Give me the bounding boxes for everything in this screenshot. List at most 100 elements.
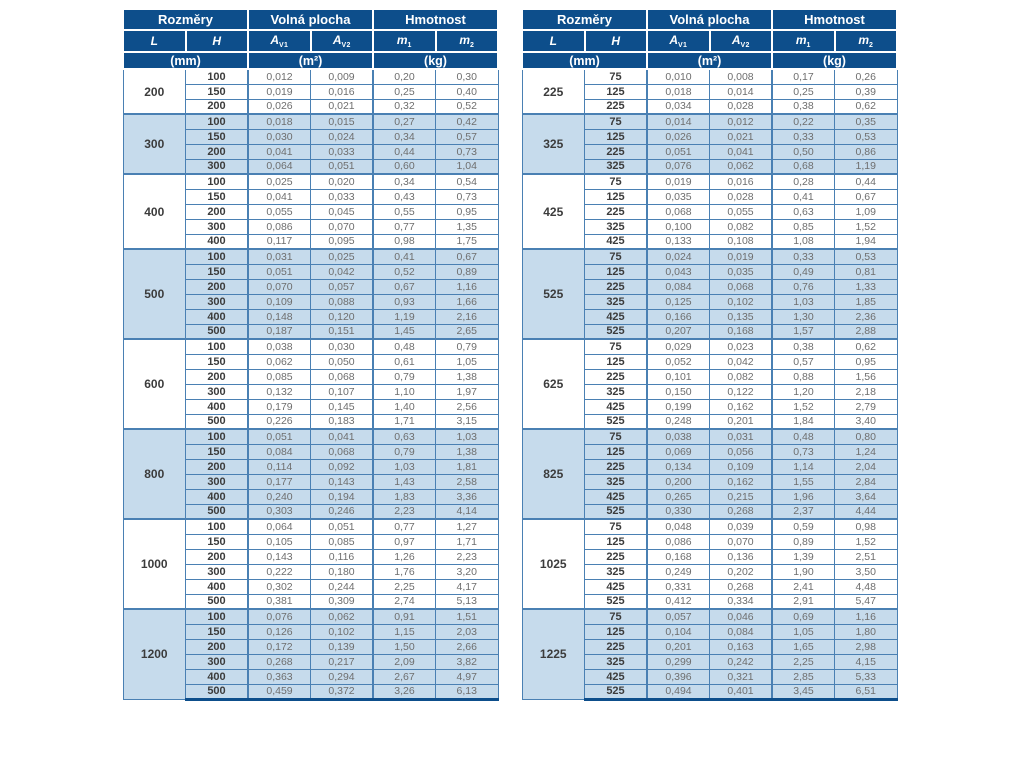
value-cell: 0,122 xyxy=(709,383,773,400)
height-cell: 75 xyxy=(584,248,648,265)
value-cell: 0,168 xyxy=(709,323,773,340)
symbol-base: A xyxy=(731,33,741,47)
height-cell: 500 xyxy=(185,323,249,340)
value-cell: 6,13 xyxy=(435,683,499,701)
value-cell: 0,52 xyxy=(435,98,499,115)
height-cell: 100 xyxy=(185,113,249,130)
value-cell: 1,50 xyxy=(372,638,436,655)
header-row-units: (mm) (m²) (kg) xyxy=(122,51,499,70)
value-cell: 0,008 xyxy=(709,68,773,85)
value-cell: 0,012 xyxy=(709,113,773,130)
value-cell: 2,74 xyxy=(372,593,436,610)
value-cell: 0,25 xyxy=(771,83,835,100)
value-cell: 0,34 xyxy=(372,128,436,145)
length-cell: 400 xyxy=(122,173,186,250)
value-cell: 0,67 xyxy=(834,188,898,205)
height-cell: 200 xyxy=(185,98,249,115)
value-cell: 0,018 xyxy=(646,83,710,100)
value-cell: 1,96 xyxy=(771,488,835,505)
value-cell: 0,33 xyxy=(771,248,835,265)
value-cell: 0,299 xyxy=(646,653,710,670)
table-row: 150 0,062 0,050 0,61 1,05 xyxy=(123,353,499,370)
height-cell: 400 xyxy=(185,488,249,505)
column-group-header: Volná plocha xyxy=(247,8,374,31)
value-cell: 0,172 xyxy=(247,638,311,655)
value-cell: 0,201 xyxy=(646,638,710,655)
unit-header: (mm) xyxy=(122,51,249,70)
height-cell: 75 xyxy=(584,338,648,355)
value-cell: 2,23 xyxy=(372,503,436,520)
height-cell: 125 xyxy=(584,83,648,100)
value-cell: 0,056 xyxy=(709,443,773,460)
value-cell: 0,80 xyxy=(834,428,898,445)
value-cell: 1,81 xyxy=(435,458,499,475)
value-cell: 2,25 xyxy=(771,653,835,670)
height-cell: 300 xyxy=(185,563,249,580)
value-cell: 0,179 xyxy=(247,398,311,415)
table-row: 400 0,363 0,294 2,67 4,97 xyxy=(123,668,499,685)
value-cell: 0,294 xyxy=(310,668,374,685)
value-cell: 0,132 xyxy=(247,383,311,400)
value-cell: 0,242 xyxy=(709,653,773,670)
column-group-header: Hmotnost xyxy=(372,8,499,31)
value-cell: 0,79 xyxy=(435,338,499,355)
value-cell: 0,126 xyxy=(247,623,311,640)
height-cell: 300 xyxy=(185,383,249,400)
table-row: 125 0,052 0,042 0,57 0,95 xyxy=(522,353,898,370)
table-row: 325 0,200 0,162 1,55 2,84 xyxy=(522,473,898,490)
column-group-header: Volná plocha xyxy=(646,8,773,31)
value-cell: 0,98 xyxy=(834,518,898,535)
value-cell: 0,108 xyxy=(709,233,773,250)
symbol-base: L xyxy=(549,34,557,48)
height-cell: 200 xyxy=(185,458,249,475)
value-cell: 0,010 xyxy=(646,68,710,85)
table-row: 225 0,101 0,082 0,88 1,56 xyxy=(522,368,898,385)
value-cell: 0,363 xyxy=(247,668,311,685)
height-cell: 525 xyxy=(584,593,648,610)
value-cell: 0,168 xyxy=(646,548,710,565)
header-row-groups: Rozměry Volná plocha Hmotnost xyxy=(122,8,499,31)
table-row: 225 75 0,010 0,008 0,17 0,26 xyxy=(521,68,898,115)
value-cell: 0,069 xyxy=(646,443,710,460)
value-cell: 1,80 xyxy=(834,623,898,640)
value-cell: 1,33 xyxy=(834,278,898,295)
value-cell: 0,041 xyxy=(310,428,374,445)
value-cell: 0,050 xyxy=(310,353,374,370)
table-body: 225 75 0,010 0,008 0,17 0,26 125 0,018 0,014 0,25… xyxy=(521,68,898,701)
value-cell: 0,25 xyxy=(372,83,436,100)
symbol-header: H xyxy=(184,29,249,53)
height-cell: 150 xyxy=(185,353,249,370)
value-cell: 0,34 xyxy=(372,173,436,190)
value-cell: 1,19 xyxy=(372,308,436,325)
symbol-base: A xyxy=(332,33,342,47)
value-cell: 1,38 xyxy=(435,368,499,385)
value-cell: 0,39 xyxy=(834,83,898,100)
value-cell: 0,79 xyxy=(372,443,436,460)
value-cell: 0,309 xyxy=(310,593,374,610)
value-cell: 0,63 xyxy=(372,428,436,445)
height-cell: 200 xyxy=(185,638,249,655)
value-cell: 0,77 xyxy=(372,218,436,235)
value-cell: 0,015 xyxy=(310,113,374,130)
value-cell: 0,268 xyxy=(709,578,773,595)
symbol-header: AV2 xyxy=(708,29,773,53)
value-cell: 0,73 xyxy=(771,443,835,460)
value-cell: 1,26 xyxy=(372,548,436,565)
value-cell: 0,116 xyxy=(310,548,374,565)
height-cell: 325 xyxy=(584,218,648,235)
value-cell: 2,67 xyxy=(372,668,436,685)
table-row: 800 100 0,051 0,041 0,63 1,03 xyxy=(122,428,499,520)
length-cell: 800 xyxy=(122,428,186,520)
height-cell: 100 xyxy=(185,518,249,535)
value-cell: 0,246 xyxy=(310,503,374,520)
value-cell: 0,62 xyxy=(834,338,898,355)
table-row: 1200 100 0,076 0,062 0,91 1,51 xyxy=(122,608,499,700)
value-cell: 3,50 xyxy=(834,563,898,580)
table-row: 1225 75 0,057 0,046 0,69 1,16 xyxy=(521,608,898,700)
value-cell: 3,45 xyxy=(771,683,835,701)
value-cell: 0,086 xyxy=(646,533,710,550)
value-cell: 0,104 xyxy=(646,623,710,640)
value-cell: 5,33 xyxy=(834,668,898,685)
table-row: 525 0,494 0,401 3,45 6,51 xyxy=(522,683,898,701)
value-cell: 2,85 xyxy=(771,668,835,685)
